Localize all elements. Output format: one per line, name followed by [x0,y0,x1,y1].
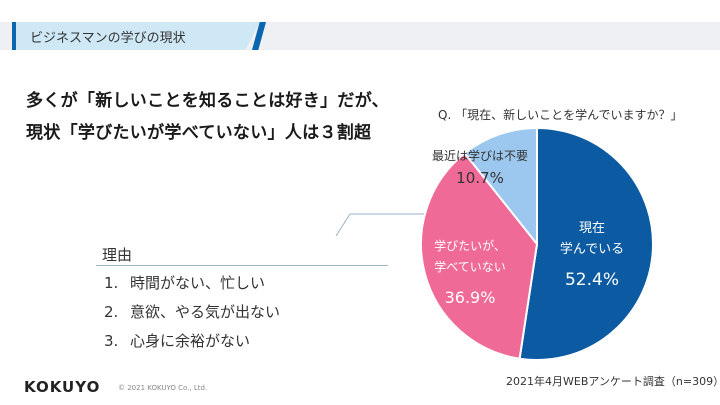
reason-text: 心身に余裕がない [130,332,251,350]
chart-question: Q. 「現在、新しいことを学んでいますか？」 [438,108,683,122]
slice-value-label: 36.9% [445,288,496,307]
reason-title: 理由 [102,246,133,264]
reason-text: 意欲、やる気が出ない [130,303,281,321]
reason-number: 1. [104,274,119,292]
pie-slice [463,126,538,247]
reason-box [92,236,394,356]
slice-label: 学べていない [434,259,506,274]
reason-number: 2. [104,303,119,321]
headline-line-1: 多くが「新しいことを知ることは好き」だが、 [26,91,389,111]
reason-item: 3. 心身に余裕がない [104,330,250,351]
pie-slice [518,126,654,361]
pie-slice [420,151,539,360]
header-tab [12,22,260,50]
reason-item: 1. 時間がない、忙しい [104,272,265,293]
copyright-text: © 2021 KOKUYO Co., Ltd. [118,384,208,392]
headline-line-2: 現状「学びたいが学べていない」人は３割超 [26,123,372,143]
kokuyo-logo: KOKUYO [24,378,101,396]
reason-text: 時間がない、忙しい [130,274,266,292]
section-title: ビジネスマンの学びの現状 [30,31,186,46]
slice-label: 最近は学びは不要 [432,148,528,163]
reason-divider [96,265,388,266]
slice-label: 学びたいが、 [434,238,506,253]
survey-source: 2021年4月WEBアンケート調査（n=309） [506,375,720,388]
pie-slices [420,126,654,361]
callout-line-diagonal [335,213,351,237]
reason-item: 2. 意欲、やる気が出ない [104,301,280,322]
slice-label: 学んでいる [560,241,624,257]
reason-number: 3. [104,332,119,350]
slice-label: 現在 [579,221,605,236]
slice-value-label: 10.7% [456,169,504,187]
slice-value-label: 52.4% [565,270,619,290]
